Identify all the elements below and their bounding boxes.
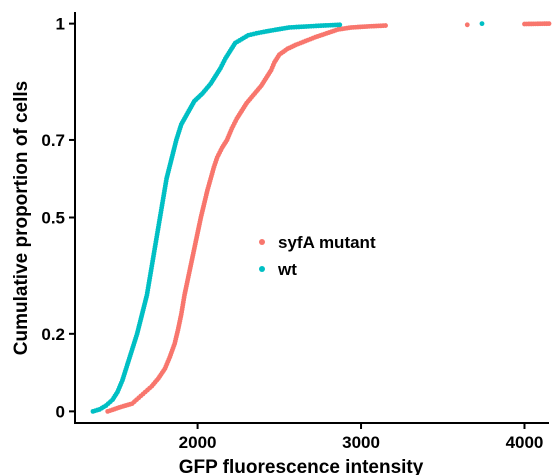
series-1-points (90, 21, 485, 414)
series-0-points (105, 21, 552, 414)
y-tick-label: 1 (56, 15, 65, 34)
axes-group: 2000 3000 4000 0 0.2 0.5 0.7 1 (41, 12, 549, 452)
legend-label: syfA mutant (278, 233, 376, 252)
data-point (479, 21, 485, 27)
data-point (337, 22, 343, 28)
y-tick-label: 0.5 (41, 209, 65, 228)
data-point (546, 21, 552, 27)
y-axis-title: Cumulative proportion of cells (11, 81, 32, 355)
data-point (383, 23, 388, 28)
legend-label: wt (277, 260, 297, 279)
x-tick-label: 4000 (506, 433, 544, 452)
data-point (464, 22, 470, 28)
y-tick-label: 0.2 (41, 325, 65, 344)
x-tick-label: 3000 (342, 433, 380, 452)
plot-frame (74, 12, 549, 424)
y-tick-label: 0.7 (41, 131, 65, 150)
y-tick-label: 0 (56, 402, 65, 421)
legend: syfA mutant wt (259, 233, 376, 279)
x-axis-title: GFP fluorescence intensity (179, 457, 424, 475)
legend-marker (259, 266, 265, 272)
points-group (90, 21, 552, 414)
legend-marker (259, 239, 265, 245)
x-tick-label: 2000 (179, 433, 217, 452)
